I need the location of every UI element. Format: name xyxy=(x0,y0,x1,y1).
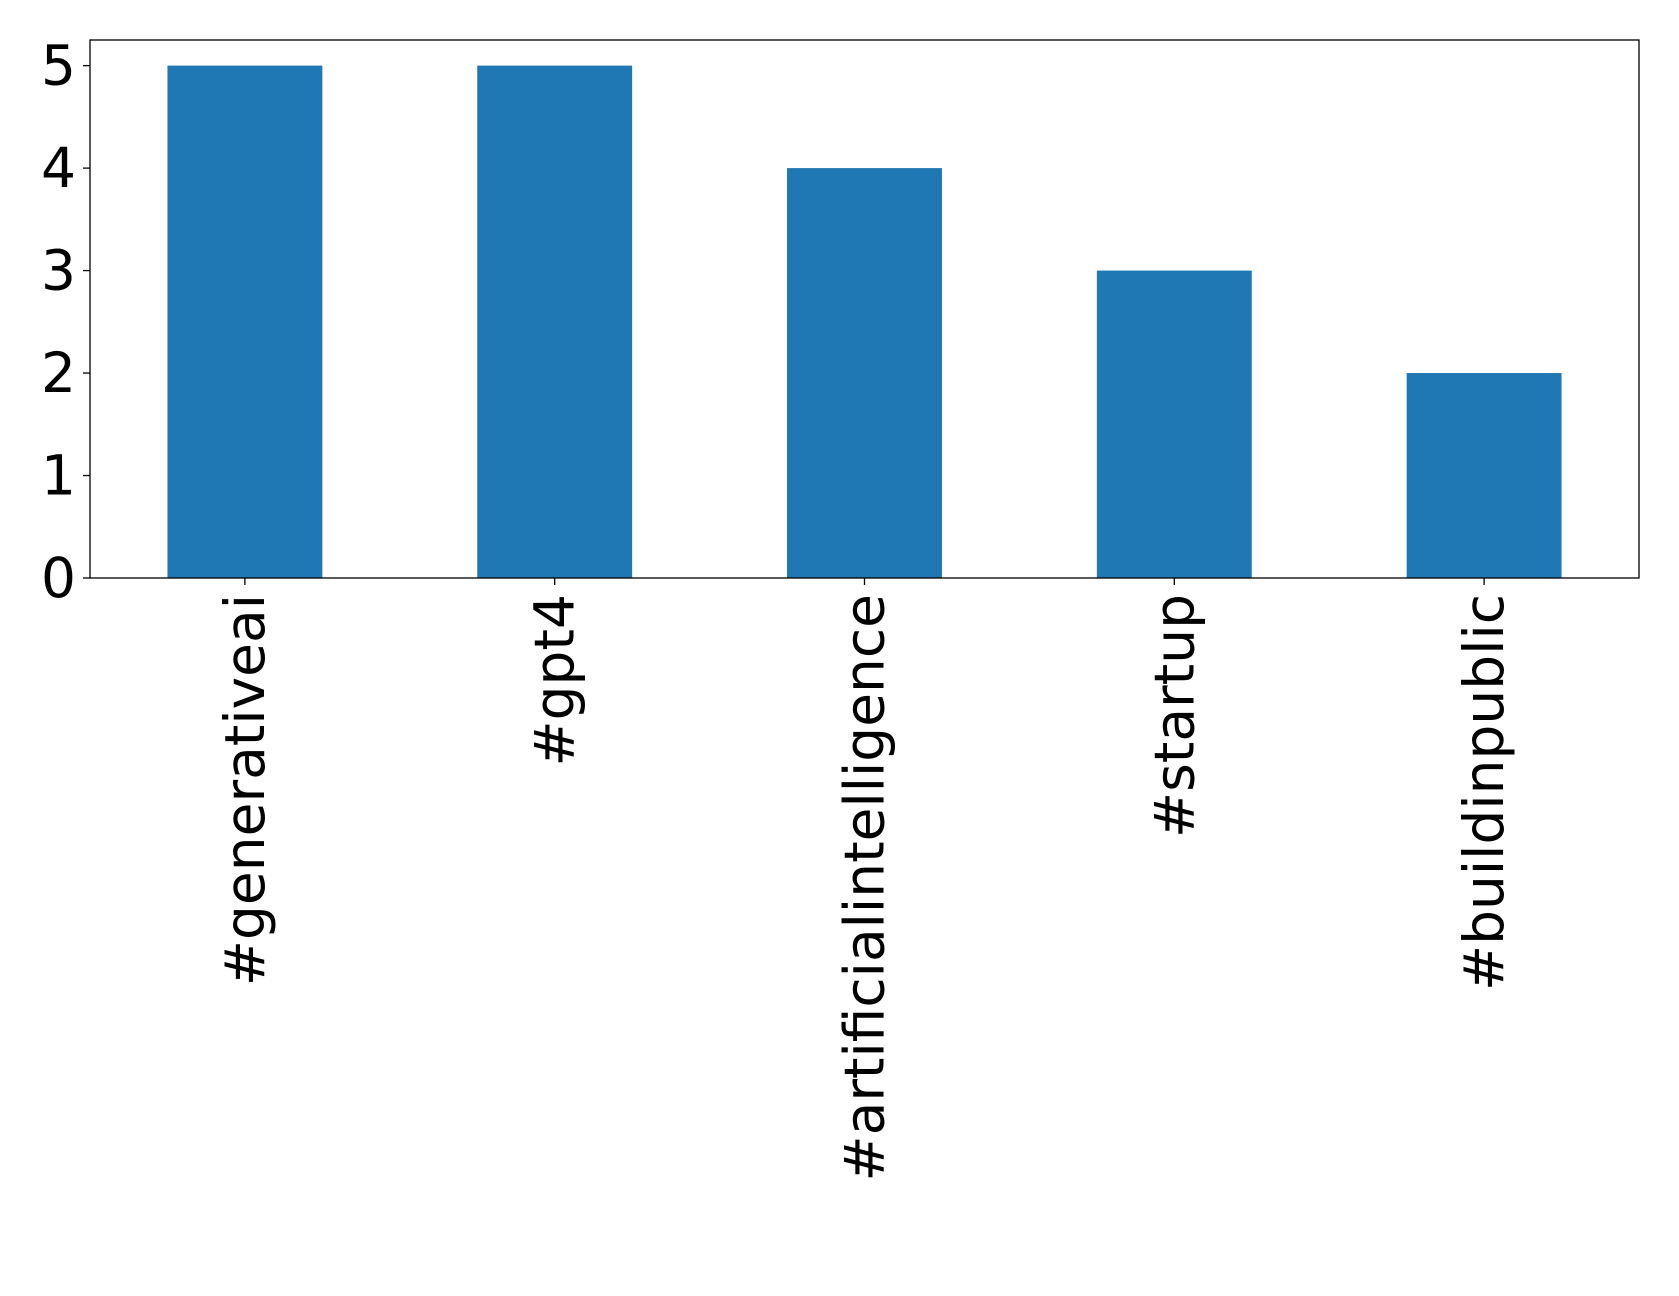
x-tick-label: #artificialintelligence xyxy=(833,594,897,1181)
bar xyxy=(477,65,633,579)
bar xyxy=(787,168,942,578)
y-tick-label: 1 xyxy=(41,444,76,508)
bar xyxy=(1406,373,1562,578)
y-tick-label: 4 xyxy=(41,136,76,200)
x-tick-label: #startup xyxy=(1142,594,1206,838)
x-tick-label: #gpt4 xyxy=(523,594,587,766)
y-tick-label: 3 xyxy=(41,239,76,303)
bar xyxy=(167,65,323,579)
plot-frame xyxy=(89,39,1640,579)
y-tick-label: 5 xyxy=(41,34,76,98)
y-tick-label: 0 xyxy=(41,546,76,610)
x-tick-label: #buildinpublic xyxy=(1452,594,1516,991)
x-tick-label: #generativeai xyxy=(213,594,277,986)
bar xyxy=(1096,270,1252,578)
y-tick-label: 2 xyxy=(41,341,76,405)
